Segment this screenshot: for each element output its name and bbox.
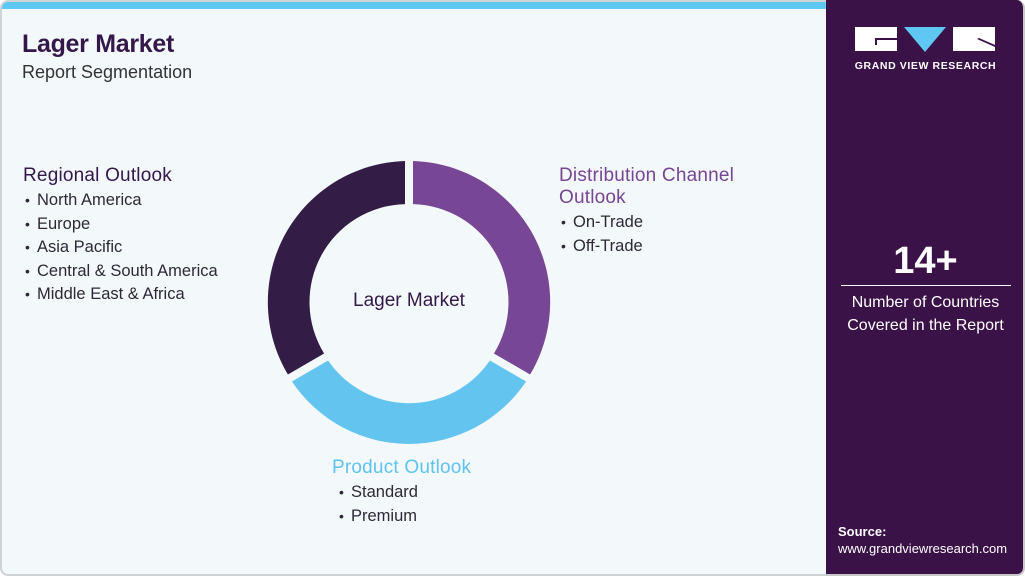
bullet-icon: •: [25, 192, 30, 208]
distribution-channel-outlook-heading: Distribution Channel Outlook: [559, 165, 734, 209]
list-item: • Middle East & Africa: [23, 283, 218, 307]
product-outlook-list: • Standard • Premium: [332, 481, 471, 528]
bullet-icon: •: [25, 262, 30, 279]
donut-segment-product: [291, 360, 527, 444]
list-item: • North America: [23, 189, 218, 213]
main-panel: Lager Market Report Segmentation Regiona…: [0, 0, 826, 576]
bullet-icon: •: [25, 239, 30, 255]
page-subtitle: Report Segmentation: [22, 62, 193, 82]
bullet-icon: •: [561, 237, 566, 254]
donut-segment-regional: [267, 161, 405, 375]
gvr-logo-icon: [855, 27, 995, 52]
list-item-label: North America: [37, 191, 142, 209]
countries-label: Number of Countries Covered in the Repor…: [826, 291, 1025, 337]
bullet-icon: •: [339, 507, 344, 524]
stat-divider: [841, 285, 1011, 286]
bullet-icon: •: [25, 286, 30, 302]
segmentation-donut-chart: [267, 161, 551, 444]
heading-line-2: Outlook: [559, 187, 626, 208]
list-item: • Standard: [337, 481, 471, 505]
regional-outlook-section: Regional Outlook • North America • Europe …: [23, 165, 218, 307]
list-item-label: Europe: [37, 214, 91, 233]
page-title: Lager Market: [22, 30, 175, 58]
product-outlook-heading: Product Outlook: [332, 457, 472, 478]
distribution-channel-outlook-section: Distribution Channel Outlook • On-Trade •…: [559, 165, 734, 258]
donut-segment-distribution: [413, 161, 551, 375]
regional-outlook-list: • North America • Europe • Asia Pacific • Ce…: [23, 189, 218, 307]
bullet-icon: •: [339, 484, 344, 500]
list-item: • Off-Trade: [559, 235, 734, 259]
list-item: • On-Trade: [559, 211, 734, 235]
bullet-icon: •: [561, 214, 566, 230]
list-item: • Asia Pacific: [23, 236, 218, 260]
list-item: • Central & South America: [23, 260, 218, 284]
heading-line-1: Distribution Channel: [559, 165, 735, 186]
logo-text: GRAND VIEW RESEARCH: [854, 60, 997, 72]
side-panel: GRAND VIEW RESEARCH 14+ Number of Countr…: [826, 0, 1025, 576]
source-label: Source:: [838, 524, 887, 539]
source-url-link[interactable]: www.grandviewresearch.com: [838, 541, 1008, 556]
list-item-label: Middle East & Africa: [37, 285, 185, 303]
list-item-label: Premium: [351, 506, 418, 525]
product-outlook-section: Product Outlook • Standard • Premium: [332, 457, 471, 528]
distribution-channel-list: • On-Trade • Off-Trade: [559, 211, 734, 258]
list-item-label: Asia Pacific: [37, 238, 123, 256]
stat-label-line-2: Covered in the Report: [847, 317, 1004, 334]
list-item: • Europe: [23, 213, 218, 237]
countries-count: 14+: [893, 240, 958, 282]
accent-top-bar: [2, 2, 826, 9]
regional-outlook-heading: Regional Outlook: [23, 165, 172, 186]
bullet-icon: •: [25, 215, 30, 232]
list-item-label: On-Trade: [573, 213, 643, 231]
donut-center-label: Lager Market: [353, 290, 465, 311]
list-item-label: Central & South America: [37, 261, 218, 280]
stat-label-line-1: Number of Countries: [851, 294, 1000, 311]
list-item-label: Off-Trade: [573, 236, 643, 255]
list-item-label: Standard: [351, 483, 418, 501]
list-item: • Premium: [337, 505, 471, 529]
